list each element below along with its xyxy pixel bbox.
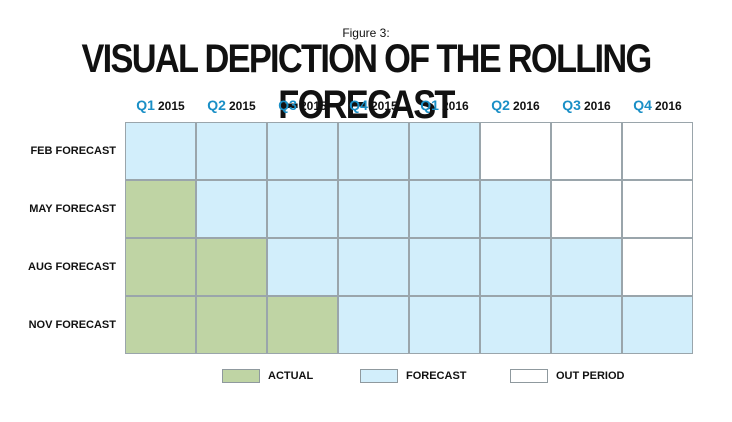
grid-cell-forecast xyxy=(267,122,338,180)
grid-cell-forecast xyxy=(338,296,409,354)
column-header-year: 2016 xyxy=(583,99,611,113)
grid-cell-forecast xyxy=(551,296,622,354)
grid-cell-forecast xyxy=(125,122,196,180)
column-header: Q3 2016 xyxy=(551,96,622,114)
grid-cell-forecast xyxy=(409,180,480,238)
column-header-year: 2015 xyxy=(228,99,256,113)
column-header-quarter: Q2 xyxy=(491,97,510,113)
grid-cell-actual xyxy=(125,296,196,354)
grid-cell-forecast xyxy=(409,296,480,354)
grid-cell-actual xyxy=(125,238,196,296)
grid-cell-forecast xyxy=(622,296,693,354)
grid-cell-forecast xyxy=(480,238,551,296)
grid-cell-forecast xyxy=(267,238,338,296)
column-header: Q1 2016 xyxy=(409,96,480,114)
column-header: Q4 2015 xyxy=(338,96,409,114)
column-header-quarter: Q1 xyxy=(420,97,439,113)
column-header-quarter: Q2 xyxy=(207,97,226,113)
legend-swatch-out-period xyxy=(510,369,548,383)
column-header-quarter: Q3 xyxy=(278,97,297,113)
column-header-quarter: Q1 xyxy=(136,97,155,113)
row-header: FEB FORECAST xyxy=(30,145,116,157)
grid-cell-actual xyxy=(125,180,196,238)
legend-swatch-actual xyxy=(222,369,260,383)
grid-cell-out-period xyxy=(622,122,693,180)
column-header: Q2 2016 xyxy=(480,96,551,114)
grid-cell-out-period xyxy=(480,122,551,180)
figure-title: VISUAL DEPICTION OF THE ROLLING FORECAST xyxy=(81,37,652,127)
figure-label: Figure 3: xyxy=(342,26,390,40)
legend-label-forecast: FORECAST xyxy=(406,370,467,382)
column-header: Q3 2015 xyxy=(267,96,338,114)
grid-cell-out-period xyxy=(622,180,693,238)
grid-cell-forecast xyxy=(551,238,622,296)
row-header: NOV FORECAST xyxy=(28,319,116,331)
grid-cell-forecast xyxy=(338,180,409,238)
column-header-quarter: Q4 xyxy=(349,97,368,113)
grid-cell-out-period xyxy=(551,180,622,238)
column-header: Q4 2016 xyxy=(622,96,693,114)
grid-cell-forecast xyxy=(267,180,338,238)
column-header: Q1 2015 xyxy=(125,96,196,114)
column-header-year: 2015 xyxy=(157,99,185,113)
column-header: Q2 2015 xyxy=(196,96,267,114)
legend-label-actual: ACTUAL xyxy=(268,370,314,382)
grid-cell-forecast xyxy=(409,122,480,180)
row-header: AUG FORECAST xyxy=(28,261,116,273)
column-header-year: 2016 xyxy=(512,99,540,113)
grid-cell-forecast xyxy=(409,238,480,296)
grid-cell-forecast xyxy=(480,296,551,354)
grid-cell-forecast xyxy=(196,122,267,180)
grid-cell-out-period xyxy=(622,238,693,296)
column-header-year: 2016 xyxy=(441,99,469,113)
column-header-year: 2015 xyxy=(370,99,398,113)
grid-cell-forecast xyxy=(338,238,409,296)
column-header-quarter: Q3 xyxy=(562,97,581,113)
grid-cell-forecast xyxy=(338,122,409,180)
column-header-quarter: Q4 xyxy=(633,97,652,113)
grid-cell-forecast xyxy=(480,180,551,238)
grid-cell-actual xyxy=(267,296,338,354)
grid-cell-actual xyxy=(196,238,267,296)
column-header-year: 2015 xyxy=(299,99,327,113)
legend-swatch-forecast xyxy=(360,369,398,383)
legend-label-out-period: OUT PERIOD xyxy=(556,370,625,382)
grid-cell-out-period xyxy=(551,122,622,180)
row-header: MAY FORECAST xyxy=(29,203,116,215)
column-header-year: 2016 xyxy=(654,99,682,113)
grid-cell-forecast xyxy=(196,180,267,238)
grid-cell-actual xyxy=(196,296,267,354)
